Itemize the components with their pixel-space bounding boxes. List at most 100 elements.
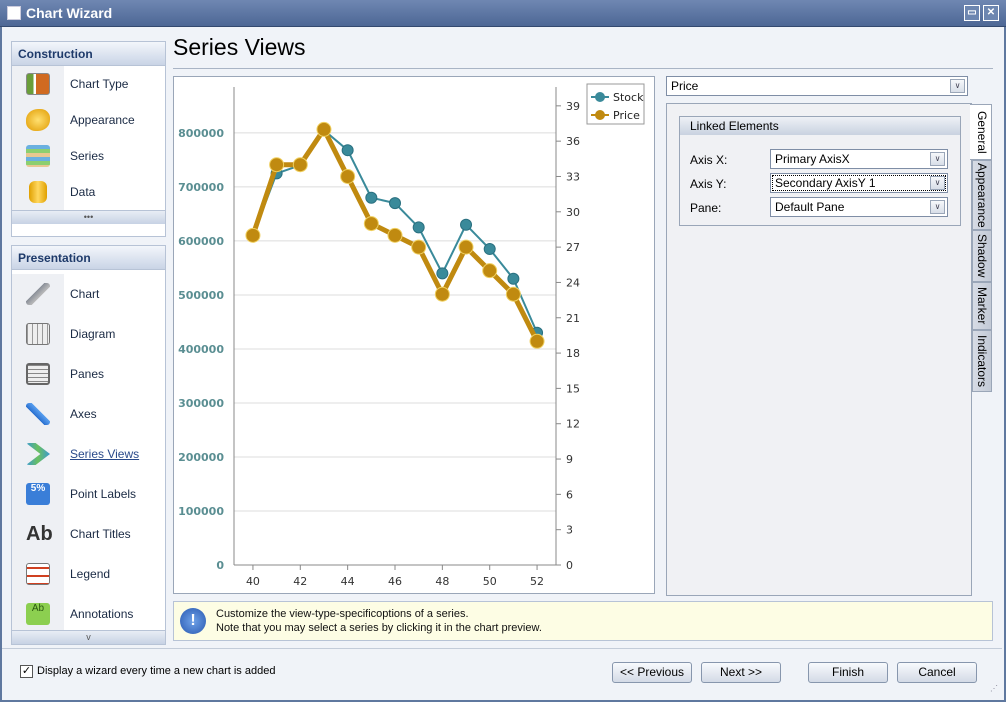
primary-y-tick-label: 300000 xyxy=(178,397,224,410)
presentation-header[interactable]: Presentation xyxy=(12,246,165,270)
sidebar-item-panes[interactable]: Panes xyxy=(12,354,165,394)
sidebar-item-series[interactable]: Series xyxy=(12,138,165,174)
field-label: Axis X: xyxy=(690,153,728,167)
icon-badge: Ab xyxy=(26,523,53,545)
sidebar-item-label: Panes xyxy=(70,367,105,381)
series-views-icon xyxy=(26,443,50,465)
chevron-down-icon[interactable]: ∨ xyxy=(930,152,945,166)
maximize-button[interactable]: ▭ xyxy=(964,5,980,21)
annotations-icon: Ab xyxy=(26,603,50,625)
construction-more-button[interactable]: ••• xyxy=(12,210,165,224)
axis-x-select[interactable]: Primary AxisX ∨ xyxy=(770,149,948,169)
tab-appearance[interactable]: Appearance xyxy=(972,160,992,230)
primary-y-tick-label: 200000 xyxy=(178,451,224,464)
next-button[interactable]: Next >> xyxy=(701,662,781,683)
x-tick-label: 44 xyxy=(341,575,355,588)
tab-indicators[interactable]: Indicators xyxy=(972,330,992,392)
tab-general[interactable]: General xyxy=(970,104,992,160)
title-bar: Chart Wizard ▭ ✕ xyxy=(0,0,1006,27)
secondary-y-tick-label: 0 xyxy=(566,559,573,572)
icon-cell: Ab xyxy=(12,514,64,554)
construction-header[interactable]: Construction xyxy=(12,42,165,66)
diagram-icon xyxy=(26,323,50,345)
show-wizard-label: Display a wizard every time a new chart … xyxy=(37,665,276,677)
data-point-stock xyxy=(389,197,401,210)
chevron-down-icon[interactable]: ∨ xyxy=(930,200,945,214)
x-tick-label: 46 xyxy=(388,575,402,588)
resize-grip-icon[interactable]: ⋰ xyxy=(990,684,998,693)
app-icon xyxy=(7,6,21,20)
sidebar-item-label: Data xyxy=(70,185,96,199)
icon-cell xyxy=(12,354,64,394)
secondary-y-tick-label: 6 xyxy=(566,488,573,501)
data-point-stock xyxy=(460,218,473,231)
pane-select[interactable]: Default Pane ∨ xyxy=(770,197,948,217)
sidebar-item-appearance[interactable]: Appearance xyxy=(12,102,165,138)
wrench-icon xyxy=(26,283,50,305)
data-point-price xyxy=(245,227,261,243)
sidebar-item-point-labels[interactable]: 5% Point Labels xyxy=(12,474,165,514)
finish-button[interactable]: Finish xyxy=(808,662,888,683)
data-point-stock xyxy=(436,267,449,280)
tab-marker[interactable]: Marker xyxy=(972,282,992,330)
presentation-panel: Presentation Chart Diagram Panes Axes Series… xyxy=(11,245,166,645)
icon-cell: Ab xyxy=(12,594,64,630)
chevron-down-icon[interactable]: ∨ xyxy=(930,176,945,190)
previous-button[interactable]: << Previous xyxy=(612,662,692,683)
sidebar-item-series-views[interactable]: Series Views xyxy=(12,434,165,474)
window-title: Chart Wizard xyxy=(26,5,113,21)
data-point-price xyxy=(505,286,521,302)
icon-badge: Ab xyxy=(31,603,45,614)
axis-y-select[interactable]: Secondary AxisY 1 ∨ xyxy=(770,173,948,193)
chart-svg[interactable]: 0 100000 200000 300000 400000 500000 600000 700… xyxy=(174,77,654,593)
close-button[interactable]: ✕ xyxy=(983,5,999,21)
sidebar-item-diagram[interactable]: Diagram xyxy=(12,314,165,354)
tab-page-general: Linked Elements Axis X: Primary AxisX ∨ Ax… xyxy=(666,103,972,596)
sidebar-item-label: Point Labels xyxy=(70,487,137,501)
secondary-y-tick-label: 39 xyxy=(566,100,580,113)
axes-arrow-icon xyxy=(26,403,50,425)
x-tick-label: 52 xyxy=(530,575,544,588)
sidebar-item-legend[interactable]: Legend xyxy=(12,554,165,594)
data-point-price xyxy=(363,216,379,232)
icon-cell xyxy=(12,274,64,314)
sidebar-item-chart[interactable]: Chart xyxy=(12,274,165,314)
primary-y-tick-label: 400000 xyxy=(178,343,224,356)
chevron-down-icon[interactable]: ∨ xyxy=(950,79,965,93)
tab-shadow[interactable]: Shadow xyxy=(972,230,992,282)
data-point-price xyxy=(387,227,403,243)
secondary-y-tick-label: 24 xyxy=(566,276,580,289)
legend-label-price: Price xyxy=(613,109,640,122)
data-point-stock xyxy=(365,191,378,204)
data-point-price xyxy=(458,239,474,255)
sidebar-item-chart-titles[interactable]: Ab Chart Titles xyxy=(12,514,165,554)
cancel-button[interactable]: Cancel xyxy=(897,662,977,683)
icon-cell xyxy=(12,394,64,434)
sidebar-item-label: Chart Type xyxy=(70,77,129,91)
data-point-price xyxy=(340,168,356,184)
primary-y-tick-label: 700000 xyxy=(178,181,224,194)
icon-cell xyxy=(12,314,64,354)
select-value: Default Pane xyxy=(775,200,845,214)
chart-titles-icon: Ab xyxy=(26,523,53,545)
series-select[interactable]: Price ∨ xyxy=(666,76,968,96)
icon-badge: 5% xyxy=(30,483,46,494)
legend-marker xyxy=(595,92,605,102)
data-point-price xyxy=(482,263,498,279)
sidebar-item-data[interactable]: Data xyxy=(12,174,165,210)
sidebar-item-annotations[interactable]: Ab Annotations xyxy=(12,594,165,630)
data-point-stock xyxy=(412,221,425,234)
sidebar-item-label: Appearance xyxy=(70,113,135,127)
legend-icon xyxy=(26,563,50,585)
primary-y-tick-label: 600000 xyxy=(178,235,224,248)
sidebar-item-chart-type[interactable]: Chart Type xyxy=(12,66,165,102)
construction-panel: Construction Chart Type Appearance Series D… xyxy=(11,41,166,237)
primary-y-tick-label: 500000 xyxy=(178,289,224,302)
sidebar-item-axes[interactable]: Axes xyxy=(12,394,165,434)
sidebar-item-label: Chart xyxy=(70,287,100,301)
select-value: Secondary AxisY 1 xyxy=(775,176,876,190)
presentation-scroll-down[interactable]: v xyxy=(12,630,165,644)
sidebar-item-label: Diagram xyxy=(70,327,116,341)
chart-preview[interactable]: 0 100000 200000 300000 400000 500000 600000 700… xyxy=(173,76,655,594)
show-wizard-checkbox[interactable]: ✓ xyxy=(20,665,33,678)
